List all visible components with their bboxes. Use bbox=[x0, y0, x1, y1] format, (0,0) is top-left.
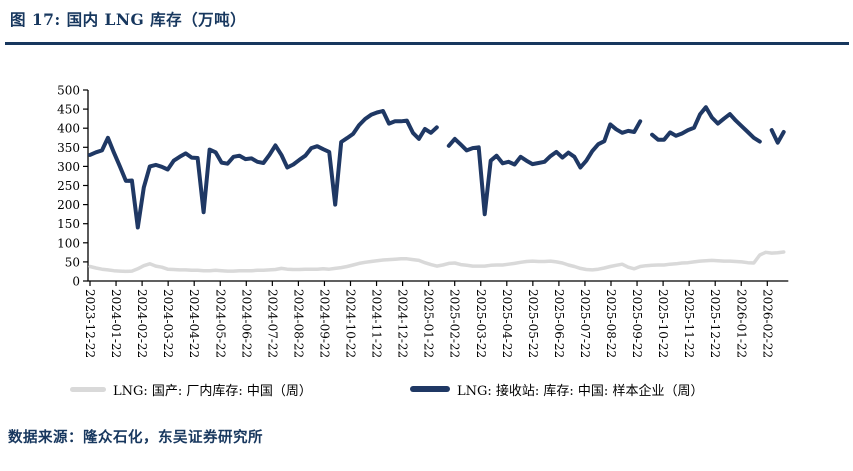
x-tick-label: 2024-09-22 bbox=[317, 289, 331, 358]
y-tick-label: 200 bbox=[57, 198, 80, 212]
y-tick-label: 100 bbox=[57, 236, 80, 250]
chart-axes bbox=[87, 90, 789, 282]
chart-legend: LNG: 国产: 厂内库存: 中国（周） LNG: 接收站: 库存: 中国: 样… bbox=[0, 379, 853, 399]
legend-label-domestic: LNG: 国产: 厂内库存: 中国（周） bbox=[113, 383, 312, 399]
x-tick-label: 2024-04-22 bbox=[187, 289, 201, 358]
x-tick-label: 2025-01-22 bbox=[422, 289, 436, 358]
x-tick-label: 2025-08-22 bbox=[604, 289, 618, 358]
title-divider bbox=[5, 42, 849, 45]
y-tick-label: 0 bbox=[72, 275, 80, 289]
x-tick-label: 2024-10-22 bbox=[344, 289, 358, 358]
x-tick-label: 2026-01-22 bbox=[734, 289, 748, 358]
x-tick-label: 2024-01-22 bbox=[109, 289, 123, 358]
x-tick-label: 2025-05-22 bbox=[526, 289, 540, 358]
x-tick-label: 2025-03-22 bbox=[474, 289, 488, 358]
gray-line-swatch-icon bbox=[70, 386, 106, 392]
x-tick-label: 2025-12-22 bbox=[708, 289, 722, 358]
legend-label-terminal: LNG: 接收站: 库存: 中国: 样本企业（周） bbox=[457, 383, 704, 399]
y-tick-label: 250 bbox=[57, 179, 80, 193]
y-tick-label: 300 bbox=[57, 160, 80, 174]
navy-line-swatch-icon bbox=[410, 386, 450, 392]
x-tick-label: 2026-02-22 bbox=[760, 289, 774, 358]
x-tick-label: 2025-09-22 bbox=[630, 289, 644, 358]
x-tick-label: 2024-08-22 bbox=[291, 289, 305, 358]
legend-entry-domestic: LNG: 国产: 厂内库存: 中国（周） bbox=[70, 379, 312, 399]
y-tick-label: 400 bbox=[57, 122, 80, 136]
series-line-1 bbox=[88, 105, 786, 230]
y-tick-label: 50 bbox=[65, 255, 80, 269]
legend-entry-terminal: LNG: 接收站: 库存: 中国: 样本企业（周） bbox=[410, 379, 703, 399]
data-source-note: 数据来源：隆众石化，东吴证券研究所 bbox=[8, 429, 263, 446]
y-tick-label: 350 bbox=[57, 141, 80, 155]
x-tick-label: 2025-10-22 bbox=[656, 289, 670, 358]
series-line-0 bbox=[88, 250, 786, 274]
x-tick-label: 2024-12-22 bbox=[396, 289, 410, 358]
x-tick-label: 2025-02-22 bbox=[448, 289, 462, 358]
x-tick-label: 2024-11-22 bbox=[370, 289, 384, 358]
y-tick-label: 450 bbox=[57, 103, 80, 117]
x-tick-label: 2025-06-22 bbox=[552, 289, 566, 358]
x-tick-label: 2023-12-22 bbox=[83, 289, 97, 358]
x-tick-label: 2025-11-22 bbox=[682, 289, 696, 358]
x-tick-label: 2024-03-22 bbox=[161, 289, 175, 358]
y-tick-label: 500 bbox=[57, 84, 80, 98]
x-tick-label: 2024-07-22 bbox=[265, 289, 279, 358]
x-tick-label: 2024-05-22 bbox=[213, 289, 227, 358]
x-tick-label: 2025-04-22 bbox=[500, 289, 514, 358]
chart-title: 图 17: 国内 LNG 库存（万吨） bbox=[10, 10, 247, 29]
y-tick-label: 150 bbox=[57, 217, 80, 231]
x-tick-label: 2024-06-22 bbox=[239, 289, 253, 358]
x-tick-label: 2025-07-22 bbox=[578, 289, 592, 358]
x-tick-label: 2024-02-22 bbox=[135, 289, 149, 358]
